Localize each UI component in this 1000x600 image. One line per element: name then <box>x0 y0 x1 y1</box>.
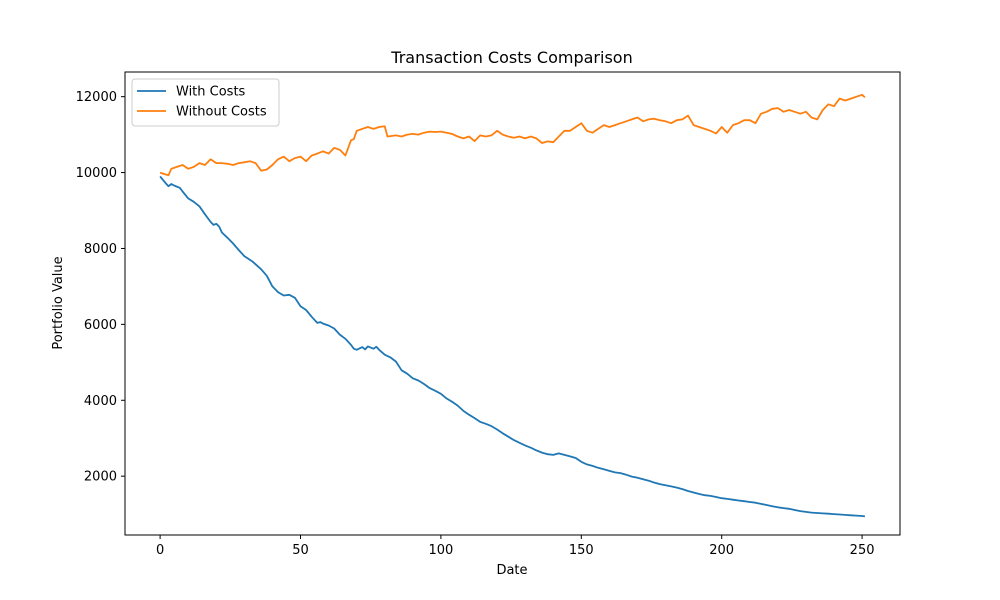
y-tick-label: 8000 <box>84 242 117 257</box>
legend: With Costs Without Costs <box>131 78 280 127</box>
x-tick-label: 50 <box>292 543 309 558</box>
plot-area: 0 50 100 150 200 250 2000 4000 6000 8000 10000 1200… <box>76 71 901 558</box>
series-line-without-costs <box>159 93 866 177</box>
x-tick-label: 150 <box>569 543 594 558</box>
x-tick-label: 200 <box>709 543 734 558</box>
y-tick-label: 10000 <box>76 166 117 181</box>
y-tick-label: 2000 <box>84 470 117 485</box>
y-tick-label: 6000 <box>84 318 117 333</box>
y-tick-label: 12000 <box>76 90 117 105</box>
axes-frame <box>124 71 901 536</box>
legend-label-without-costs: Without Costs <box>176 105 267 120</box>
x-tick-label: 0 <box>156 543 164 558</box>
legend-box <box>131 78 280 127</box>
chart-title: Transaction Costs Comparison <box>390 48 632 67</box>
x-tick-label: 250 <box>850 543 875 558</box>
x-tick-label: 100 <box>428 543 453 558</box>
series-line-with-costs <box>159 175 866 518</box>
x-axis-label: Date <box>496 563 527 578</box>
y-tick-label: 4000 <box>84 394 117 409</box>
y-axis-label: Portfolio Value <box>51 256 66 349</box>
legend-label-with-costs: With Costs <box>176 85 246 100</box>
